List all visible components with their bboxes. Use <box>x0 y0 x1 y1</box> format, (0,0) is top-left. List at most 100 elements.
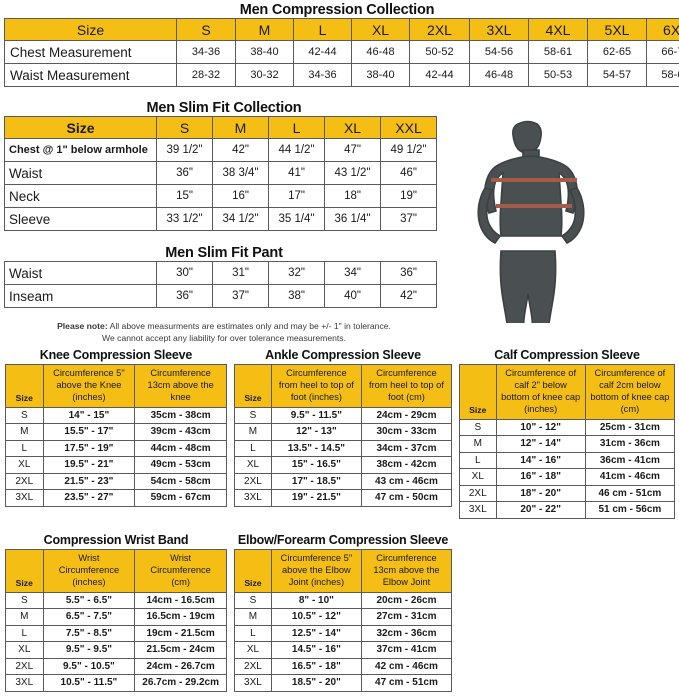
measurement-cell: 49 1/2" <box>380 138 437 162</box>
size-cell: S <box>234 406 272 425</box>
measurement-cell: 47" <box>324 138 381 162</box>
table-row: S 9.5" - 11.5" 24cm - 29cm <box>234 406 453 425</box>
measurement-cell: 36" <box>156 161 213 185</box>
measurement-cell: 20" - 22" <box>495 501 586 519</box>
size-cell: L <box>234 624 272 643</box>
column-header-size: Size <box>4 116 157 139</box>
chest-measurement-line <box>491 178 577 182</box>
measurement-cell: 42" <box>212 138 269 162</box>
measurement-cell: 9.5" - 11.5" <box>270 406 362 425</box>
row-label: Waist <box>4 261 157 285</box>
table-row: XL 15" - 16.5" 38cm - 42cm <box>234 456 453 474</box>
column-header-size: Size <box>459 364 497 420</box>
measurement-cell: 38-40 <box>235 40 294 64</box>
column-header-s: S <box>176 18 236 41</box>
column-header-xl: XL <box>351 18 410 41</box>
measurement-cell: 37" <box>212 284 269 308</box>
measurement-cell: 12" - 14" <box>495 435 586 453</box>
measurement-cell: 17" - 18.5" <box>270 472 362 491</box>
column-header-xxl: XXL <box>380 116 437 139</box>
column-header-6xl: 6XL <box>646 18 679 41</box>
measurement-cell: 46" <box>380 161 437 185</box>
disclaimer-line-1: All above measurments are estimates only… <box>107 321 391 331</box>
measurement-cell: 36 1/4" <box>324 207 381 231</box>
measurement-cell: 38-40 <box>351 63 410 87</box>
measurement-cell: 54-56 <box>469 40 529 64</box>
measurement-cell: 24cm - 29cm <box>360 406 453 425</box>
column-header-measurement-2: Circumference of calf 2cm below bottom of … <box>584 364 676 420</box>
measurement-cell: 43 cm - 46cm <box>360 472 453 491</box>
table-row: 2XL 21.5" - 23" 54cm - 58cm <box>5 472 227 491</box>
measurement-cell: 27cm - 31cm <box>360 608 453 626</box>
column-header-s: S <box>156 116 213 139</box>
table-row: L 14" - 16" 36cm - 41cm <box>459 451 676 470</box>
measurement-cell: 32cm - 36cm <box>360 624 453 643</box>
size-cell: XL <box>234 456 272 474</box>
measurement-cell: 39 1/2" <box>156 138 213 162</box>
table-header-row: Size Circumference 5" above the Knee (inche… <box>5 364 227 408</box>
size-cell: L <box>5 624 44 643</box>
measurement-cell: 41cm - 46cm <box>584 468 676 486</box>
table-row: Waist 36" 38 3/4" 41" 43 1/2" 46" <box>4 161 437 185</box>
measurement-cell: 36" <box>380 261 437 285</box>
measurement-cell: 34 1/2" <box>212 207 269 231</box>
measurement-cell: 10.5" - 12" <box>270 608 362 626</box>
column-header-measurement-1: Circumference from heel to top of foot (in… <box>270 364 362 408</box>
measurement-cell: 34" <box>324 261 381 285</box>
compression-wrist-band-table: Size Wrist Circumference (inches) Wrist Circu… <box>5 549 227 692</box>
measurement-cell: 42" <box>380 284 437 308</box>
elbow-forearm-compression-sleeve-table: Size Circumference 5" above the Elbow Joint… <box>234 549 453 692</box>
table-header-row: Size Circumference from heel to top of foot… <box>234 364 453 408</box>
column-header-m: M <box>235 18 294 41</box>
men-slim-fit-pant-table: Waist 30" 31" 32" 34" 36" Inseam 36" 37" 38" 40" 42… <box>4 261 437 308</box>
measurement-cell: 18" <box>324 184 381 208</box>
measurement-cell: 30" <box>156 261 213 285</box>
size-cell: XL <box>459 468 497 486</box>
table-row: 2XL 16.5" - 18" 42 cm - 46cm <box>234 657 453 676</box>
measurement-cell: 10.5" - 11.5" <box>42 674 136 692</box>
table-header-row: Size Circumference 5" above the Elbow Joint… <box>234 549 453 593</box>
measurement-cell: 13.5" - 14.5" <box>270 439 362 458</box>
size-cell: L <box>5 439 44 458</box>
size-cell: S <box>5 406 44 425</box>
table-header-row: Size Circumference of calf 2" below bottom … <box>459 364 676 420</box>
column-header-measurement-1: Circumference 5" above the Knee (inches) <box>42 364 136 408</box>
measurement-cell: 19cm - 21.5cm <box>134 624 227 643</box>
measurement-cell: 47 cm - 51cm <box>360 674 453 692</box>
table-row: M 15.5" - 17" 39cm - 43cm <box>5 423 227 441</box>
men-slim-fit-collection-table: Size S M L XL XXL Chest @ 1" below armhole 39 1… <box>4 116 437 231</box>
size-cell: S <box>234 591 272 610</box>
table-row: Inseam 36" 37" 38" 40" 42" <box>4 284 437 308</box>
size-cell: 3XL <box>5 489 44 507</box>
measurement-cell: 38cm - 42cm <box>360 456 453 474</box>
ankle-compression-sleeve-table: Size Circumference from heel to top of foot… <box>234 364 453 507</box>
table-row: XL 9.5" - 9.5" 21.5cm - 24cm <box>5 641 227 659</box>
size-cell: XL <box>234 641 272 659</box>
table-row: 2XL 9.5" - 10.5" 24cm - 26.7cm <box>5 657 227 676</box>
measurement-cell: 44 1/2" <box>268 138 325 162</box>
measurement-cell: 9.5" - 10.5" <box>42 657 136 676</box>
measurement-cell: 12.5" - 14" <box>270 624 362 643</box>
column-header-size: Size <box>234 364 272 408</box>
measurement-cell: 38" <box>268 284 325 308</box>
measurement-cell: 24cm - 26.7cm <box>134 657 227 676</box>
measurement-cell: 14" - 16" <box>495 451 586 470</box>
column-header-l: L <box>268 116 325 139</box>
table-row: S 5.5" - 6.5" 14cm - 16.5cm <box>5 591 227 610</box>
size-cell: 3XL <box>459 501 497 519</box>
measurement-cell: 43 1/2" <box>324 161 381 185</box>
measurement-cell: 14cm - 16.5cm <box>134 591 227 610</box>
measurement-cell: 40" <box>324 284 381 308</box>
measurement-cell: 42-44 <box>409 63 470 87</box>
measurement-cell: 15" - 16.5" <box>270 456 362 474</box>
men-slim-fit-collection-title: Men Slim Fit Collection <box>146 100 302 116</box>
row-label: Inseam <box>4 284 157 308</box>
table-row: Sleeve 33 1/2" 34 1/2" 35 1/4" 36 1/4" 37" <box>4 207 437 231</box>
table-header-row: Size Wrist Circumference (inches) Wrist Circu… <box>5 549 227 593</box>
column-header-l: L <box>293 18 352 41</box>
measurement-cell: 37cm - 41cm <box>360 641 453 659</box>
measurement-cell: 42 cm - 46cm <box>360 657 453 676</box>
compression-wrist-band-section: Compression Wrist Band Size Wrist Circumfe… <box>5 533 227 692</box>
size-cell: XL <box>5 456 44 474</box>
measurement-cell: 41" <box>268 161 325 185</box>
